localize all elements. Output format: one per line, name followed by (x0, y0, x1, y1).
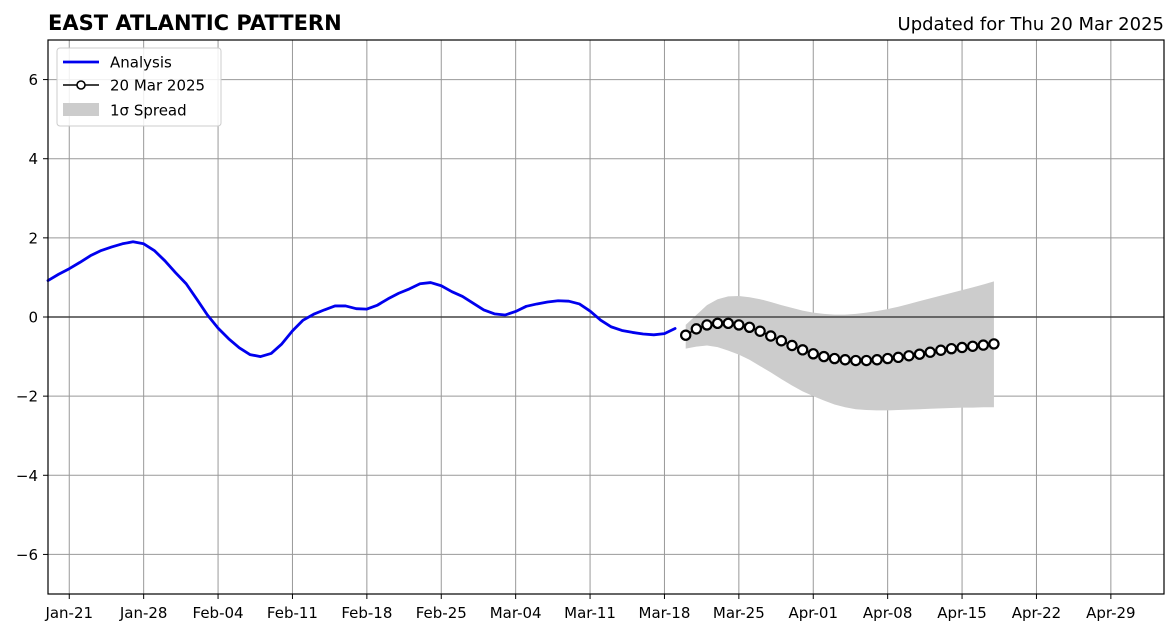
forecast-point (913, 348, 926, 360)
forecast-point (988, 338, 1000, 350)
y-tick-label: −4 (16, 467, 38, 485)
spread-band (685, 281, 994, 411)
forecast-point (956, 341, 968, 354)
y-tick-label: −6 (16, 546, 38, 564)
forecast-point (892, 351, 904, 364)
x-tick-label: Apr-15 (937, 604, 987, 622)
forecast-markers (680, 317, 1000, 367)
forecast-point (850, 354, 862, 367)
x-tick-label: Apr-08 (863, 604, 913, 622)
analysis-line (46, 240, 677, 358)
forecast-point (680, 329, 692, 341)
forecast-point (935, 344, 947, 356)
x-tick-label: Jan-28 (119, 604, 168, 622)
forecast-point (903, 350, 915, 362)
plot-area (46, 40, 1164, 594)
forecast-point (871, 354, 883, 366)
y-tick-label: 2 (28, 229, 38, 247)
forecast-point (966, 340, 979, 352)
forecast-point (733, 319, 745, 331)
forecast-point (701, 319, 713, 331)
forecast-point (754, 325, 766, 337)
legend-spread-label: 1σ Spread (110, 102, 187, 120)
x-tick-label: Mar-25 (713, 604, 765, 622)
x-tick-label: Mar-18 (639, 604, 691, 622)
forecast-point (828, 352, 841, 365)
forecast-point (818, 350, 830, 363)
chart-subtitle: Updated for Thu 20 Mar 2025 (898, 14, 1164, 35)
y-tick-label: 6 (28, 71, 38, 89)
x-tick-label: Feb-11 (267, 604, 318, 622)
y-tick-label: 4 (28, 150, 38, 168)
x-tick-label: Mar-11 (564, 604, 616, 622)
legend-spread-swatch (63, 103, 99, 116)
x-tick-label: Apr-22 (1012, 604, 1062, 622)
x-tick-label: Apr-01 (789, 604, 839, 622)
forecast-point (775, 335, 788, 347)
legend: Analysis 20 Mar 2025 1σ Spread (56, 47, 222, 127)
forecast-point (807, 348, 819, 360)
forecast-point (977, 339, 990, 351)
x-tick-label: Feb-18 (341, 604, 392, 622)
y-tick-label: 0 (28, 309, 38, 327)
forecast-point (743, 321, 756, 333)
x-tick-label: Jan-21 (44, 604, 93, 622)
x-tick-label: Mar-04 (490, 604, 542, 622)
y-tick-label: −2 (16, 388, 38, 406)
forecast-point (839, 354, 851, 366)
x-tick-label: Apr-29 (1086, 604, 1136, 622)
forecast-point (711, 317, 724, 330)
forecast-point (796, 344, 809, 356)
forecast-point (722, 317, 734, 330)
legend-analysis-label: Analysis (110, 54, 172, 72)
chart-title: EAST ATLANTIC PATTERN (48, 11, 342, 35)
x-tick-label: Feb-25 (416, 604, 467, 622)
forecast-point (860, 354, 873, 367)
legend-forecast-marker (76, 80, 86, 90)
forecast-point (690, 323, 703, 335)
forecast-point (945, 342, 958, 355)
legend-forecast-label: 20 Mar 2025 (110, 77, 205, 95)
forecast-point (924, 346, 936, 358)
axes: −6 −4 −2 0 2 4 6 Jan-21 Jan-28 Feb-04 Feb-11 Feb-18… (16, 39, 1165, 622)
x-tick-label: Feb-04 (193, 604, 244, 622)
forecast-point (765, 330, 777, 342)
forecast-point (786, 339, 798, 352)
forecast-point (881, 352, 894, 365)
